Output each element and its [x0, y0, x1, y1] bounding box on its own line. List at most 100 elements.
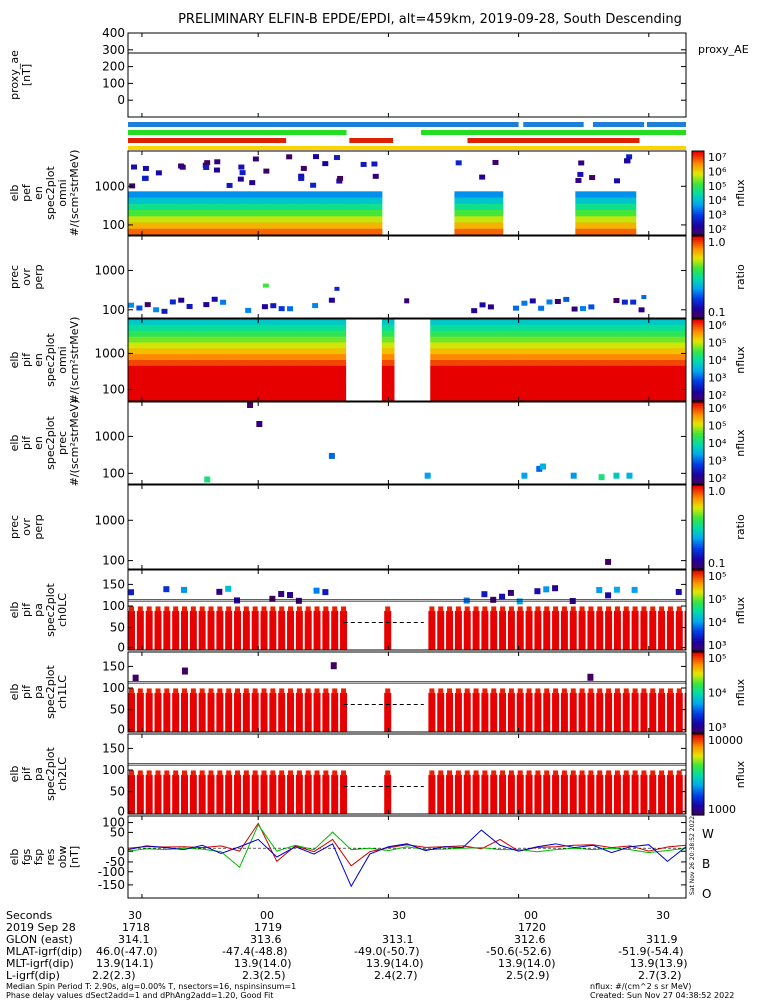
- colorbar-cell: [692, 457, 704, 460]
- spectrogram-cell: [128, 203, 141, 211]
- spectrogram-cell: [273, 365, 286, 373]
- colorbar-cell: [692, 176, 704, 179]
- pa-cell: [508, 770, 514, 776]
- spectrogram-cell: [152, 371, 165, 379]
- y-axis-label: prec: [8, 265, 21, 289]
- pa-cell: [217, 606, 223, 612]
- spectrogram-cell: [381, 324, 395, 332]
- colorbar-cell: [692, 376, 704, 380]
- spectrogram-cell: [188, 330, 202, 338]
- pa-cell: [597, 688, 603, 694]
- spectrogram-cell: [164, 228, 177, 235]
- spectrogram-cell: [164, 336, 177, 343]
- pa-cell: [163, 692, 171, 732]
- colorbar-cell: [692, 416, 704, 419]
- colorbar-cell: [692, 475, 704, 479]
- colorbar-cell: [692, 622, 704, 626]
- spectrogram-cell: [333, 348, 347, 355]
- spectrogram-cell: [224, 395, 238, 401]
- colorbar-cell: [692, 742, 704, 745]
- colorbar-cell: [692, 434, 704, 438]
- spectrogram-cell: [248, 222, 262, 230]
- spectrogram-cell: [514, 324, 528, 332]
- spectrogram-cell: [321, 330, 335, 338]
- spectrogram-cell: [164, 342, 177, 349]
- colorbar-cell: [692, 758, 704, 761]
- spectrogram-cell: [212, 377, 226, 384]
- spectrogram-cell: [611, 197, 625, 205]
- spectrogram-cell: [490, 330, 504, 338]
- spectrogram-cell: [672, 342, 685, 349]
- pa-cell: [429, 688, 435, 694]
- spectrogram-cell: [647, 389, 661, 396]
- spectrogram-cell: [260, 365, 274, 373]
- pa-cell: [181, 610, 189, 650]
- sparse-cell: [371, 161, 378, 167]
- spectrogram-cell: [236, 191, 250, 199]
- pa-cell: [242, 610, 250, 650]
- pa-cell: [173, 688, 179, 694]
- spectrogram-cell: [248, 228, 262, 235]
- spectrogram-cell: [236, 365, 250, 373]
- spectrogram-cell: [611, 222, 625, 230]
- colorbar-cell: [692, 604, 704, 608]
- colorbar-cell: [692, 392, 704, 396]
- colorbar-frame: [691, 733, 705, 816]
- pa-cell: [189, 610, 197, 650]
- spectrogram-cell: [478, 395, 492, 401]
- spectrogram-cell: [587, 354, 601, 361]
- spectrogram-cell: [140, 354, 153, 361]
- spectrogram-cell: [514, 360, 528, 367]
- pa-cell: [640, 774, 648, 814]
- pa-cell: [155, 770, 161, 776]
- y-axis-label: spec2plot: [44, 333, 57, 387]
- spectrogram-cell: [563, 354, 576, 361]
- pa-cell: [579, 606, 585, 612]
- legend-O: O: [702, 887, 711, 901]
- sparse-cell: [238, 164, 245, 170]
- pa-cell: [481, 774, 489, 814]
- spectrogram-cell: [345, 216, 359, 224]
- pa-cell: [164, 606, 170, 612]
- colorbar-cell: [692, 351, 704, 355]
- tick-label: 313.6: [250, 933, 282, 946]
- spectrogram-cell: [684, 348, 686, 355]
- colorbar-tick-label: 0.1: [708, 557, 726, 570]
- pa-cell: [447, 688, 453, 694]
- spectrogram-cell: [647, 354, 661, 361]
- spectrogram-cell: [381, 377, 395, 384]
- colorbar-cell: [692, 598, 704, 601]
- pa-cell: [588, 606, 594, 612]
- spectrogram-cell: [200, 324, 214, 332]
- spectrogram-cell: [575, 191, 588, 199]
- colorbar-cell: [692, 207, 704, 211]
- tick-label: 2.2(2.3): [92, 969, 136, 982]
- spectrogram-cell: [140, 216, 153, 224]
- spectrogram-cell: [575, 354, 588, 361]
- colorbar-cell: [692, 612, 704, 616]
- colorbar-cell: [692, 726, 704, 730]
- spectrogram-cell: [611, 383, 625, 390]
- colorbar-cell: [692, 644, 704, 648]
- y-tick-label: 150: [102, 659, 125, 673]
- ratio-cell: [262, 283, 269, 288]
- spectrogram-cell: [672, 377, 685, 384]
- spectrogram-cell: [551, 319, 564, 326]
- sparse-cell: [298, 175, 305, 181]
- spectrogram-cell: [599, 383, 613, 390]
- spectrogram-cell: [176, 324, 189, 332]
- y-tick-label: 300: [102, 43, 125, 57]
- spectrogram-cell: [551, 348, 564, 355]
- spectrogram-cell: [260, 336, 274, 343]
- pa-cell: [242, 774, 250, 814]
- colorbar-cell: [692, 533, 704, 536]
- pa-cell: [534, 610, 542, 650]
- colorbar-tick-label: 10000: [708, 734, 743, 747]
- spectrogram-cell: [236, 360, 250, 367]
- pa-cell: [491, 606, 497, 612]
- colorbar-cell: [692, 746, 704, 749]
- colorbar-cell: [692, 242, 704, 245]
